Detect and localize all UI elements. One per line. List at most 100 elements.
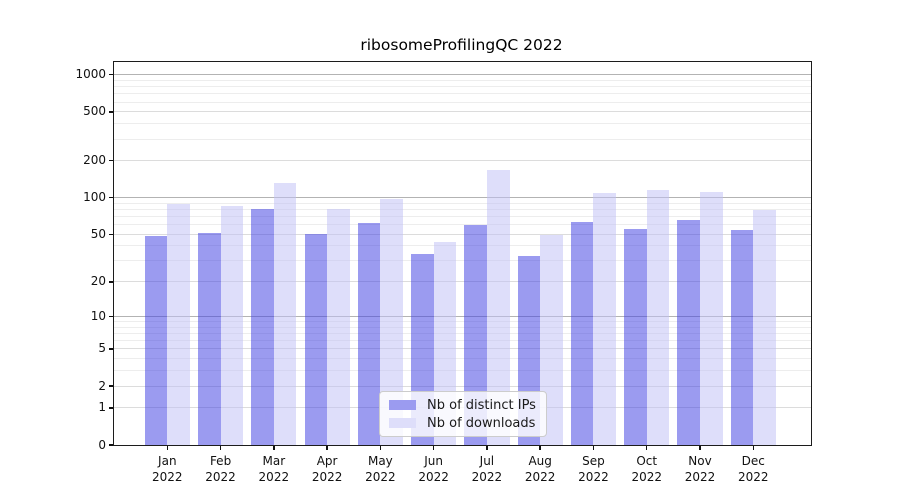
y-tick-5 xyxy=(109,348,113,350)
x-tick-label-mar: Mar 2022 xyxy=(258,454,290,484)
bar-nb-of-downloads-jul xyxy=(486,170,510,445)
y-tick-1000 xyxy=(109,74,113,76)
gridline-900 xyxy=(114,79,811,81)
x-tick-aug xyxy=(539,446,541,450)
gridline-90 xyxy=(114,202,811,204)
y-tick-label-50: 50 xyxy=(90,226,106,241)
y-tick-label-500: 500 xyxy=(83,104,106,119)
gridline-5 xyxy=(114,348,811,350)
legend-label-downloads: Nb of downloads xyxy=(427,415,536,431)
bar-nb-of-downloads-nov xyxy=(700,191,723,445)
y-tick-label-200: 200 xyxy=(83,153,106,168)
x-tick-feb xyxy=(219,446,222,450)
y-tick-500 xyxy=(109,111,113,113)
gridline-60 xyxy=(114,224,811,226)
gridline-200 xyxy=(114,160,811,162)
y-tick-10 xyxy=(109,315,113,318)
gridline-7 xyxy=(114,333,811,335)
x-tick-apr xyxy=(326,446,328,450)
y-tick-label-2: 2 xyxy=(98,378,106,393)
y-tick-label-1: 1 xyxy=(98,400,106,415)
gridline-80 xyxy=(114,208,811,210)
x-tick-nov xyxy=(699,446,701,450)
legend-swatch-distinct-ips xyxy=(389,400,416,410)
x-tick-label-feb: Feb 2022 xyxy=(205,454,236,484)
y-tick-label-20: 20 xyxy=(90,274,106,289)
gridline-70 xyxy=(114,216,811,218)
x-tick-oct xyxy=(646,446,648,450)
bar-nb-of-downloads-jan xyxy=(167,204,190,445)
x-tick-label-apr: Apr 2022 xyxy=(311,454,343,484)
y-tick-label-5: 5 xyxy=(98,341,106,356)
x-tick-jun xyxy=(432,446,435,450)
legend-label-distinct-ips: Nb of distinct IPs xyxy=(427,397,536,413)
x-tick-label-jan: Jan 2022 xyxy=(152,454,183,484)
bar-nb-of-downloads-may xyxy=(380,199,403,445)
bar-nb-of-distinct-ips-sep xyxy=(570,222,594,445)
bar-nb-of-distinct-ips-jan xyxy=(144,236,168,445)
x-tick-label-dec: Dec 2022 xyxy=(737,454,769,484)
plot-inner xyxy=(114,62,811,445)
x-tick-dec xyxy=(752,446,754,450)
gridline-40 xyxy=(114,245,811,247)
y-tick-100 xyxy=(109,196,113,199)
gridline-600 xyxy=(114,101,811,103)
y-tick-200 xyxy=(109,160,113,162)
bar-nb-of-distinct-ips-oct xyxy=(624,229,647,445)
bar-nb-of-downloads-dec xyxy=(753,210,776,445)
gridline-700 xyxy=(114,93,811,95)
y-tick-2 xyxy=(109,385,113,387)
bar-nb-of-downloads-feb xyxy=(220,206,244,445)
gridline-3 xyxy=(114,370,811,372)
y-tick-label-1000: 1000 xyxy=(75,67,106,82)
y-tick-1 xyxy=(109,407,113,409)
gridline-4 xyxy=(114,358,811,360)
x-tick-jan xyxy=(166,446,168,450)
bar-nb-of-downloads-oct xyxy=(646,190,670,445)
bar-nb-of-downloads-apr xyxy=(327,208,350,445)
x-tick-label-sep: Sep 2022 xyxy=(578,454,609,484)
y-tick-0 xyxy=(109,444,113,446)
bar-nb-of-distinct-ips-jul xyxy=(464,224,487,445)
legend-item-downloads: Nb of downloads xyxy=(389,416,537,431)
gridline-10 xyxy=(114,315,811,317)
bar-nb-of-distinct-ips-apr xyxy=(304,234,328,445)
gridline-2 xyxy=(114,385,811,387)
bar-nb-of-distinct-ips-mar xyxy=(251,209,274,445)
y-tick-50 xyxy=(109,233,113,235)
legend-item-distinct-ips: Nb of distinct IPs xyxy=(389,398,537,413)
y-tick-label-10: 10 xyxy=(90,308,106,323)
x-tick-mar xyxy=(273,446,275,450)
bar-nb-of-distinct-ips-nov xyxy=(677,219,700,445)
y-tick-20 xyxy=(109,281,113,283)
gridline-1000 xyxy=(114,74,811,76)
chart-title: ribosomeProfilingQC 2022 xyxy=(360,36,563,54)
legend: Nb of distinct IPs Nb of downloads xyxy=(379,391,547,437)
gridline-30 xyxy=(114,260,811,262)
gridline-800 xyxy=(114,86,811,88)
bar-nb-of-downloads-mar xyxy=(273,183,297,445)
bar-nb-of-downloads-sep xyxy=(593,193,617,445)
plot-area xyxy=(113,61,812,446)
gridline-20 xyxy=(114,281,811,283)
x-tick-sep xyxy=(592,446,595,450)
gridline-50 xyxy=(114,233,811,235)
x-tick-label-aug: Aug 2022 xyxy=(524,454,556,484)
gridline-9 xyxy=(114,321,811,323)
x-tick-label-oct: Oct 2022 xyxy=(631,454,662,484)
x-tick-label-jun: Jun 2022 xyxy=(418,454,449,484)
gridline-400 xyxy=(114,123,811,125)
legend-swatch-downloads xyxy=(389,418,416,428)
y-tick-label-0: 0 xyxy=(98,437,106,452)
x-tick-jul xyxy=(486,446,488,450)
x-tick-label-may: May 2022 xyxy=(365,454,396,484)
bar-nb-of-distinct-ips-feb xyxy=(197,233,221,445)
gridline-300 xyxy=(114,138,811,140)
gridline-100 xyxy=(114,197,811,199)
gridline-500 xyxy=(114,111,811,113)
bar-nb-of-distinct-ips-dec xyxy=(730,230,754,445)
y-tick-label-100: 100 xyxy=(83,190,106,205)
bar-nb-of-distinct-ips-may xyxy=(357,222,381,445)
x-tick-label-nov: Nov 2022 xyxy=(684,454,716,484)
